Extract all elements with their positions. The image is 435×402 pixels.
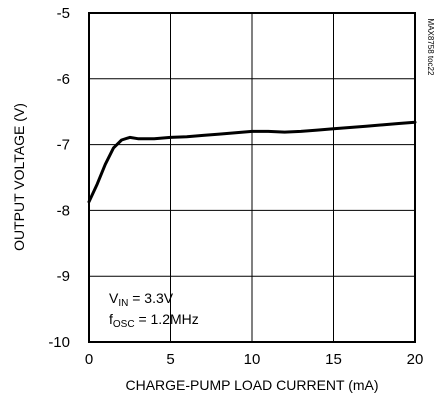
x-axis-title: CHARGE-PUMP LOAD CURRENT (mA) bbox=[125, 377, 378, 393]
series-line bbox=[87, 120, 417, 204]
x-tick-label: 0 bbox=[85, 351, 93, 368]
x-tick-label: 15 bbox=[325, 351, 342, 368]
y-tick-label: -8 bbox=[57, 202, 70, 219]
x-tick-labels: 0 5 10 15 20 bbox=[85, 351, 424, 368]
annotation-vin: VIN = 3.3V bbox=[109, 290, 174, 309]
y-tick-label: -7 bbox=[57, 137, 70, 154]
x-tick-label: 20 bbox=[407, 351, 424, 368]
side-label: MAX8758 toc22 bbox=[426, 19, 435, 76]
annotation-fosc: fOSC = 1.2MHz bbox=[109, 311, 199, 330]
y-tick-label: -6 bbox=[57, 71, 70, 88]
y-tick-label: -5 bbox=[57, 5, 70, 22]
x-tick-label: 5 bbox=[166, 351, 174, 368]
grid bbox=[89, 13, 415, 342]
x-tick-label: 10 bbox=[244, 351, 261, 368]
y-tick-labels: -5 -6 -7 -8 -9 -10 bbox=[48, 5, 70, 351]
y-axis-title: OUTPUT VOLTAGE (V) bbox=[11, 103, 27, 251]
y-tick-label: -10 bbox=[48, 334, 70, 351]
y-tick-label: -9 bbox=[57, 268, 70, 285]
